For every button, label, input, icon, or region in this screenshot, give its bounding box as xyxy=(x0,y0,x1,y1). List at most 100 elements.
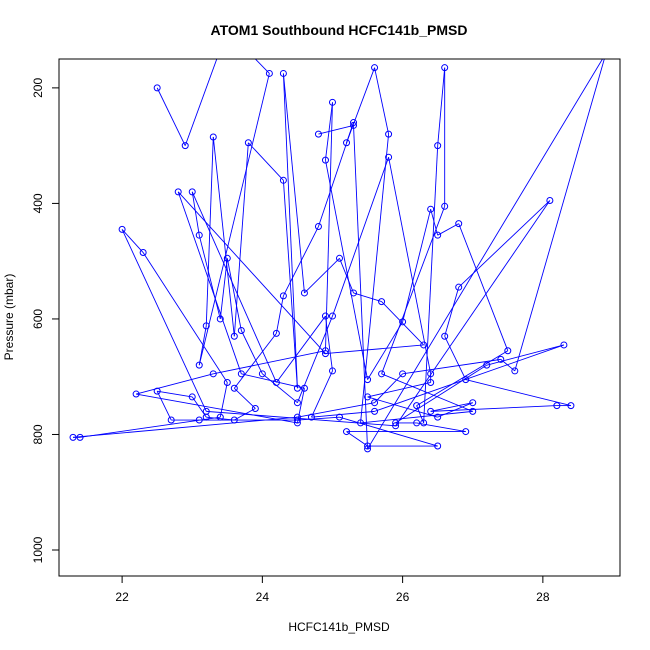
series-line-segment xyxy=(514,59,605,372)
data-point xyxy=(307,413,315,421)
data-point xyxy=(279,176,287,184)
series-line-segment xyxy=(282,73,305,293)
data-point xyxy=(511,367,519,375)
data-point xyxy=(364,445,372,453)
series-line-segment xyxy=(206,416,235,421)
series-line-segment xyxy=(177,191,242,374)
data-point xyxy=(462,376,470,384)
data-point xyxy=(455,220,463,228)
data-point xyxy=(244,139,252,147)
data-point xyxy=(237,370,245,378)
data-point xyxy=(223,254,231,262)
series-line-segment xyxy=(276,315,326,383)
series-line-segment xyxy=(444,287,460,337)
series-line-segment xyxy=(332,157,390,317)
series-line-segment xyxy=(226,258,242,331)
series-line-segment xyxy=(177,191,326,354)
data-point xyxy=(230,384,238,392)
series-line-segment xyxy=(191,191,200,236)
data-point xyxy=(153,84,161,92)
plot-lines xyxy=(72,59,605,450)
data-point xyxy=(546,197,554,205)
data-point xyxy=(378,298,386,306)
data-point xyxy=(469,407,477,415)
data-point xyxy=(399,370,407,378)
data-point xyxy=(209,133,217,141)
data-point xyxy=(469,399,477,407)
data-point xyxy=(371,64,379,72)
series-line-segment xyxy=(233,333,277,389)
data-point xyxy=(293,384,301,392)
series-line-segment xyxy=(325,102,333,351)
series-line-segment xyxy=(374,344,565,412)
series-line-segment xyxy=(198,235,221,320)
data-point xyxy=(314,130,322,138)
data-point xyxy=(328,312,336,320)
y-tick-label: 1000 xyxy=(31,536,45,563)
y-tick-label: 800 xyxy=(31,424,45,444)
series-line-segment xyxy=(423,145,439,423)
series-line-segment xyxy=(311,370,333,418)
data-point xyxy=(343,428,351,436)
series-line-segment xyxy=(234,387,256,409)
series-line-segment xyxy=(121,229,207,412)
series-line-segment xyxy=(254,59,270,74)
data-point xyxy=(364,393,372,401)
series-line-segment xyxy=(318,122,354,227)
series-line-segment xyxy=(325,160,368,380)
series-line-segment xyxy=(465,379,572,407)
data-point xyxy=(314,223,322,231)
series-line-segment xyxy=(121,229,144,253)
x-tick-label: 24 xyxy=(256,590,270,604)
data-point xyxy=(427,407,435,415)
series-line-segment xyxy=(184,59,218,146)
data-point xyxy=(441,332,449,340)
y-tick-label: 200 xyxy=(31,78,45,98)
series-line-segment xyxy=(311,410,375,418)
series-line-segment xyxy=(213,350,326,375)
series-line-segment xyxy=(430,405,557,412)
data-point xyxy=(413,402,421,410)
data-point xyxy=(336,413,343,421)
data-point xyxy=(188,393,196,401)
series-line-segment xyxy=(325,344,424,355)
series-line-segment xyxy=(191,191,277,383)
data-point xyxy=(350,121,358,129)
series-line-segment xyxy=(72,416,298,438)
series-line-segment xyxy=(437,223,459,236)
series-line-segment xyxy=(282,226,319,297)
series-line-segment xyxy=(240,330,263,375)
y-tick-label: 600 xyxy=(31,309,45,329)
data-point xyxy=(413,419,421,427)
data-point xyxy=(434,142,442,150)
series-line-segment xyxy=(360,410,473,424)
series-line-segment xyxy=(381,206,446,374)
data-point xyxy=(328,98,336,106)
series-line-segment xyxy=(219,258,228,319)
data-point xyxy=(434,413,442,421)
data-point xyxy=(321,347,329,355)
data-point xyxy=(378,370,386,378)
data-point xyxy=(434,231,442,239)
x-tick-label: 28 xyxy=(536,590,550,604)
series-line-segment xyxy=(402,358,501,375)
series-line-segment xyxy=(156,87,186,146)
data-point xyxy=(560,341,568,349)
data-point xyxy=(364,376,372,384)
data-point xyxy=(441,202,449,210)
data-point xyxy=(293,413,301,421)
series-line-segment xyxy=(297,315,333,403)
data-point xyxy=(300,289,308,297)
series-line-segment xyxy=(212,136,235,337)
series-line-segment xyxy=(353,125,368,449)
data-point xyxy=(462,428,470,436)
data-point xyxy=(504,347,512,355)
series-line-segment xyxy=(395,200,551,427)
series-line-segment xyxy=(136,373,214,395)
data-point xyxy=(567,402,575,410)
data-point xyxy=(371,399,379,407)
series-line-segment xyxy=(416,350,509,406)
data-point xyxy=(202,322,210,330)
series-line-segment xyxy=(262,373,298,404)
